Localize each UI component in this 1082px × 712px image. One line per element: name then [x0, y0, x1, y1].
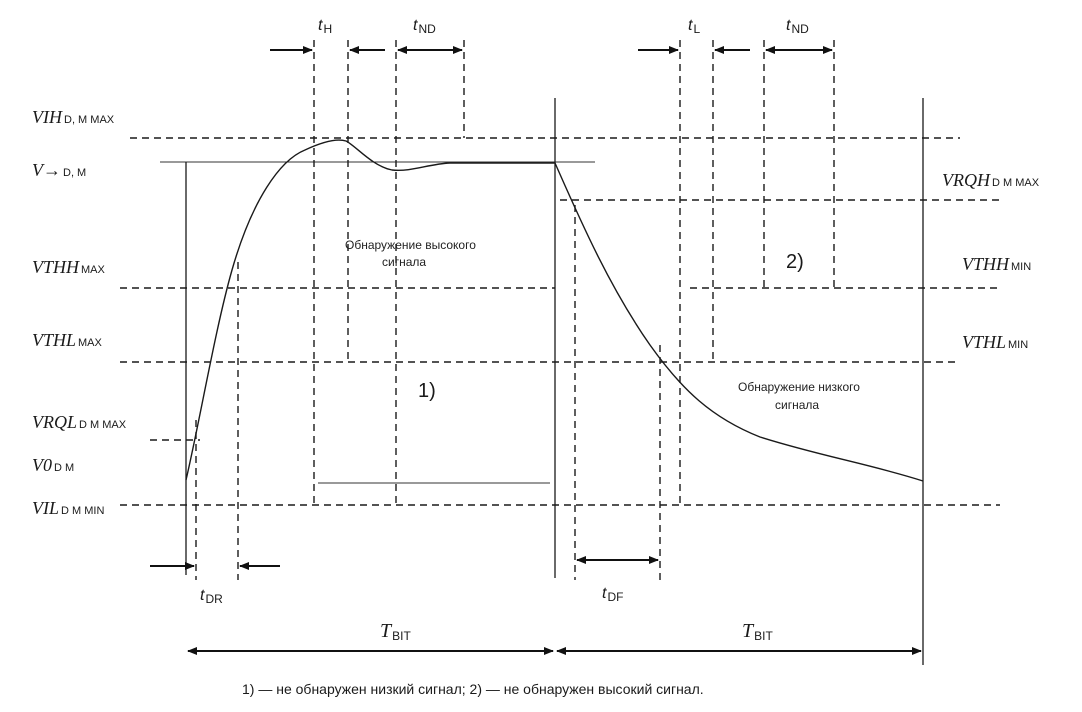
high-detect-note-line2: сигнала — [382, 255, 426, 269]
marker-2: 2) — [786, 251, 804, 273]
figure-caption: 1) — не обнаружен низкий сигнал; 2) — не… — [242, 681, 704, 697]
signal-falling-edge — [554, 162, 924, 482]
label-t-dr: tDR — [200, 587, 223, 606]
high-detect-note-line1: Обнаружение высокого — [345, 238, 476, 252]
marker-1: 1) — [418, 380, 436, 402]
label-vil-min: VIL D M MIN — [32, 498, 104, 518]
label-t-h: tH — [318, 17, 332, 36]
low-detect-note-line2: сигнала — [775, 398, 819, 412]
label-t-df: tDF — [602, 585, 623, 604]
label-vih-max: VIH D, M MAX — [32, 107, 115, 127]
label-vthl-min: VTHL MIN — [962, 332, 1028, 352]
label-vthh-min: VTHH MIN — [962, 254, 1031, 274]
label-t-bit-1: TBIT — [380, 620, 411, 643]
label-vrqh-max: VRQH D M MAX — [942, 170, 1040, 190]
label-v-dm: V→ D, M — [32, 160, 86, 180]
label-v0-dm: V0 D M — [32, 455, 74, 475]
signal-rising-edge — [185, 139, 555, 481]
low-detect-note-line1: Обнаружение низкого — [738, 380, 860, 394]
label-t-nd-2: tND — [786, 17, 809, 36]
label-vthh-max: VTHH MAX — [32, 257, 106, 277]
label-t-bit-2: TBIT — [742, 620, 773, 643]
label-vrql-max: VRQL D M MAX — [32, 412, 127, 432]
label-t-nd-1: tND — [413, 17, 436, 36]
label-t-l: tL — [688, 17, 700, 36]
label-vthl-max: VTHL MAX — [32, 330, 103, 350]
